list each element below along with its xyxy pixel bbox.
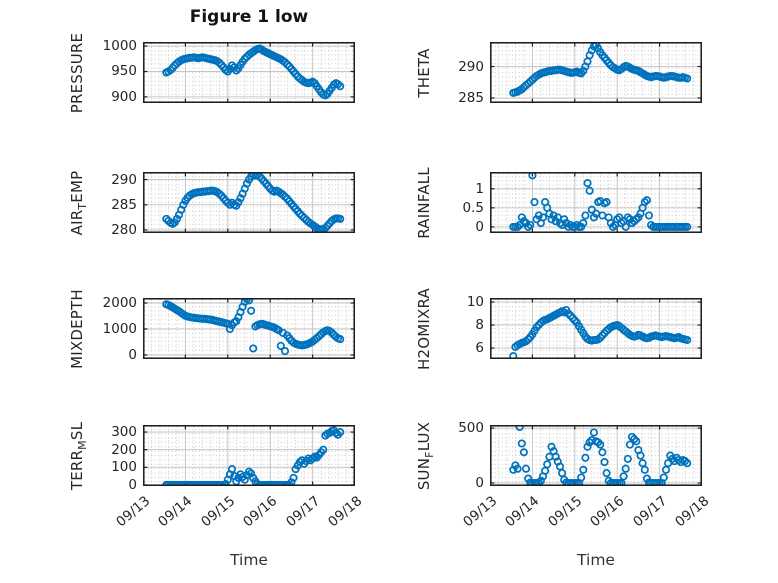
y-tick-label: 0 — [128, 476, 137, 493]
major-grid — [491, 426, 701, 485]
plot-box — [490, 425, 702, 486]
y-tick-label: 0 — [475, 475, 484, 492]
y-tick-label: 280 — [111, 221, 137, 238]
y-tick-label: 8 — [475, 317, 484, 334]
series-points — [162, 44, 345, 100]
series-points — [162, 298, 345, 356]
y-tick-label: 100 — [111, 459, 137, 476]
series-points — [162, 426, 345, 486]
subplot-terr-msl — [143, 425, 355, 486]
y-tick-label: 0 — [128, 346, 137, 363]
subplot-sun-flux — [490, 425, 702, 486]
plot-box — [143, 425, 355, 486]
subplot-pressure — [143, 42, 355, 103]
figure-title: Figure 1 low — [189, 7, 309, 27]
subplot-h2omixra — [490, 298, 702, 359]
minor-grid — [144, 173, 354, 232]
plot-box — [143, 42, 355, 103]
y-tick-label: 900 — [111, 88, 137, 105]
x-axis-label-right: Time — [577, 551, 615, 569]
plot-box — [143, 172, 355, 233]
y-tick-label: 0 — [475, 218, 484, 235]
y-tick-label: 500 — [458, 420, 484, 437]
major-grid — [491, 299, 701, 358]
plot-box — [490, 172, 702, 233]
y-axis-label-subscript: F — [423, 450, 436, 458]
subplot-rainfall — [490, 172, 702, 233]
plot-box — [490, 298, 702, 359]
series-points — [509, 42, 692, 97]
y-tick-label: 285 — [458, 89, 484, 106]
y-tick-label: 1 — [475, 180, 484, 197]
minor-grid — [491, 299, 701, 358]
y-tick-label: 290 — [458, 58, 484, 75]
x-axis-label-left: Time — [230, 551, 268, 569]
subplot-air-temp — [143, 172, 355, 233]
series-points — [162, 172, 345, 233]
minor-grid — [491, 426, 701, 485]
y-tick-label: 290 — [111, 171, 137, 188]
subplot-mixdepth — [143, 298, 355, 359]
plot-box — [143, 298, 355, 359]
plot-box — [490, 42, 702, 103]
axis-ticks — [490, 298, 702, 359]
subplot-theta — [490, 42, 702, 103]
y-tick-label: 6 — [475, 340, 484, 357]
series-points — [509, 306, 692, 359]
y-tick-label: 300 — [111, 424, 137, 441]
y-tick-label: 1000 — [102, 320, 137, 337]
series-points — [509, 425, 692, 486]
y-tick-label: 285 — [111, 196, 137, 213]
y-tick-label: 0.5 — [462, 199, 484, 216]
major-grid — [491, 43, 701, 102]
y-tick-label: 200 — [111, 441, 137, 458]
y-tick-label: 950 — [111, 63, 137, 80]
y-tick-label: 10 — [466, 294, 484, 311]
series-points — [509, 172, 692, 231]
y-tick-label: 1000 — [102, 38, 137, 55]
y-tick-label: 2000 — [102, 294, 137, 311]
